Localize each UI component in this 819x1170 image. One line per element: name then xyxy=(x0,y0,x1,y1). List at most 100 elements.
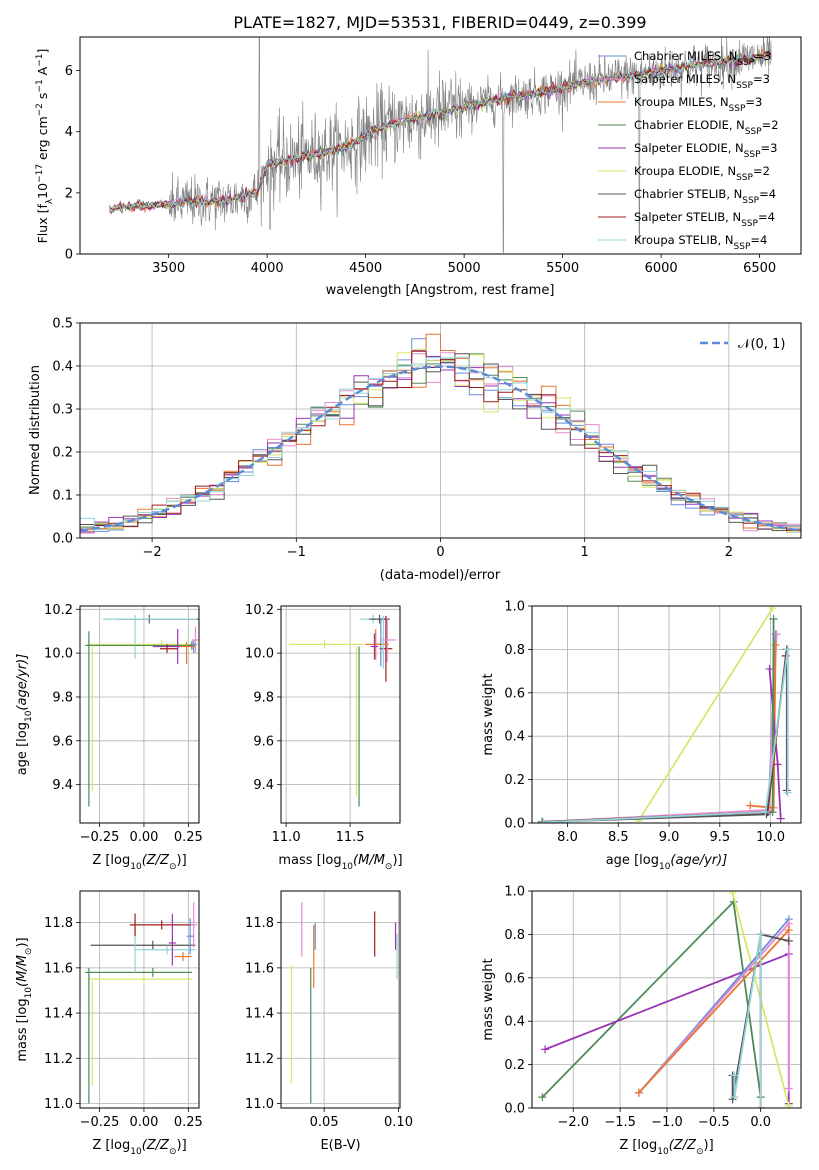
y-tick-label: 10.0 xyxy=(44,647,73,662)
label-part: ⊙ xyxy=(24,948,34,956)
label-part: λ xyxy=(45,198,55,204)
axes-frame xyxy=(79,890,200,1109)
y-axis-label: Normed distribution xyxy=(28,365,43,495)
weight-line-kroupa_elodie xyxy=(637,607,774,822)
legend-label-kroupa_elodie: Kroupa ELODIE, NSSP=2 xyxy=(634,164,770,183)
x-tick-label: 5000 xyxy=(448,261,481,276)
residuals-plot-area xyxy=(80,323,801,538)
label-part: age [log xyxy=(15,722,30,775)
weight-marker-chabrier_stelib xyxy=(782,786,791,795)
label-part: =4 xyxy=(759,187,776,201)
label-part: (M/M xyxy=(15,955,30,987)
label-part: Chabrier STELIB, N xyxy=(634,187,742,201)
label-part: 10 xyxy=(342,862,354,872)
x-axis-label: E(B-V) xyxy=(320,1138,360,1153)
label-part: 10 xyxy=(130,862,142,872)
y-tick-label: 11.2 xyxy=(44,1052,73,1067)
legend-label-chabrier_elodie: Chabrier ELODIE, NSSP=2 xyxy=(634,118,779,137)
mass-vs-z-plot-area xyxy=(80,891,199,1108)
x-tick-label: −1 xyxy=(287,545,306,560)
x-tick-label: 9.5 xyxy=(709,830,730,845)
weight-marker-kroupa_stelib xyxy=(756,1104,765,1108)
y-tick-label: 0.2 xyxy=(504,773,525,788)
label-part: E(B-V) xyxy=(320,1138,360,1153)
y-tick-label: 11.6 xyxy=(44,961,73,976)
legend-label-kroupa_stelib: Kroupa STELIB, NSSP=4 xyxy=(634,233,767,252)
y-tick-label: 1.0 xyxy=(504,600,525,615)
label-part: =2 xyxy=(753,164,770,178)
axes-frame xyxy=(531,605,802,824)
y-axis-label: age [log10(age/yr)] xyxy=(15,654,34,776)
axes-frame xyxy=(531,890,802,1109)
y-tick-label: 9.6 xyxy=(52,734,73,749)
label-part: )] xyxy=(15,937,30,947)
label-part: (Z/Z xyxy=(142,1138,170,1153)
x-tick-label: −1.0 xyxy=(651,1115,683,1130)
y-axis-label: Flux [fλ10−17 erg cm−2 s−1 A−1] xyxy=(35,49,55,244)
label-part: −1 xyxy=(35,79,45,92)
y-tick-label: 0.4 xyxy=(504,730,525,745)
normal-curve xyxy=(80,365,801,532)
y-tick-label: 10.2 xyxy=(245,603,274,618)
label-part: SSP xyxy=(741,219,758,229)
x-tick-label: −0.5 xyxy=(698,1115,730,1130)
y-tick-label: 4 xyxy=(65,125,73,140)
x-tick-label: 11.0 xyxy=(272,830,301,845)
x-axis-label: Z [log10(Z/Z⊙)] xyxy=(619,1138,713,1157)
age-vs-z-panel: −0.25 0.00 0.259.49.69.810.010.2Z [log10(Z… xyxy=(15,603,203,872)
x-tick-label: 11.5 xyxy=(336,830,365,845)
label-part: Z [log xyxy=(92,1138,130,1153)
label-part: =4 xyxy=(750,233,767,247)
label-part: Salpeter STELIB, N xyxy=(634,210,741,224)
x-tick-label: 8.5 xyxy=(608,830,629,845)
weight-line-kroupa_stelib xyxy=(733,934,762,1108)
label-part: SSP xyxy=(736,81,753,91)
label-part: Salpeter MILES, N xyxy=(634,72,736,86)
age-vs-mass-plot-area xyxy=(281,606,400,823)
label-part: −17 xyxy=(35,164,45,183)
weight-line-chabrier_miles xyxy=(542,634,777,823)
label-part: SSP xyxy=(729,104,746,114)
weight-line-salpeter_miles xyxy=(542,634,778,823)
legend-label-chabrier_stelib: Chabrier STELIB, NSSP=4 xyxy=(634,187,776,206)
label-part: )] xyxy=(177,1138,187,1153)
y-tick-label: 0.8 xyxy=(504,928,525,943)
label-part: Kroupa MILES, N xyxy=(634,95,729,109)
y-tick-label: 9.4 xyxy=(52,778,73,793)
y-tick-label: 0.0 xyxy=(504,817,525,832)
age-vs-mass-panel: 11.0 11.5 9.4 9.6 9.8 10.0 10.2 mass [log10(M/M… xyxy=(245,603,403,872)
massweight-vs-age-plot-area xyxy=(532,606,801,823)
weight-line-kroupa_miles xyxy=(638,929,790,1094)
weight-marker-kroupa_stelib xyxy=(761,808,770,817)
y-tick-label: 6 xyxy=(65,64,73,79)
x-tick-label: −2.0 xyxy=(557,1115,589,1130)
label-part: =3 xyxy=(745,95,762,109)
y-tick-label: 11.0 xyxy=(245,1097,274,1112)
y-tick-label: 0.4 xyxy=(52,360,73,375)
label-part: SSP xyxy=(744,150,761,160)
label-part: SSP xyxy=(745,127,762,137)
y-tick-label: 0.1 xyxy=(52,489,73,504)
x-tick-label: −1.5 xyxy=(604,1115,636,1130)
label-part: SSP xyxy=(737,58,754,68)
label-part: 10 xyxy=(24,710,34,722)
weight-line-chabrier_elodie xyxy=(541,899,762,1098)
weight-marker-salpeter_elodie xyxy=(773,760,782,769)
weight-marker-chabrier_elodie xyxy=(769,615,778,624)
weight-marker-chabrier_elodie xyxy=(538,1093,547,1102)
weight-marker-chabrier_stelib xyxy=(784,936,793,945)
y-tick-label: 11.0 xyxy=(44,1097,73,1112)
y-tick-label: 0.0 xyxy=(504,1102,525,1117)
x-tick-label: 1 xyxy=(581,545,589,560)
label-part: 10 xyxy=(24,987,34,999)
y-tick-label: 11.4 xyxy=(245,1007,274,1022)
y-tick-label: 10.0 xyxy=(245,647,274,662)
label-part: Kroupa STELIB, N xyxy=(634,233,734,247)
x-axis-label: Z [log10(Z/Z⊙)] xyxy=(92,853,186,872)
mass-vs-ebv-plot-area xyxy=(281,891,400,1108)
model-kroupa_stelib xyxy=(109,53,772,212)
massweight-vs-z-panel: −2.0 −1.5 −1.0 −0.5 0.0 0.0 0.2 0.4 0.6 0.8 1.0 Z [… xyxy=(481,885,802,1157)
label-part: =4 xyxy=(758,210,775,224)
